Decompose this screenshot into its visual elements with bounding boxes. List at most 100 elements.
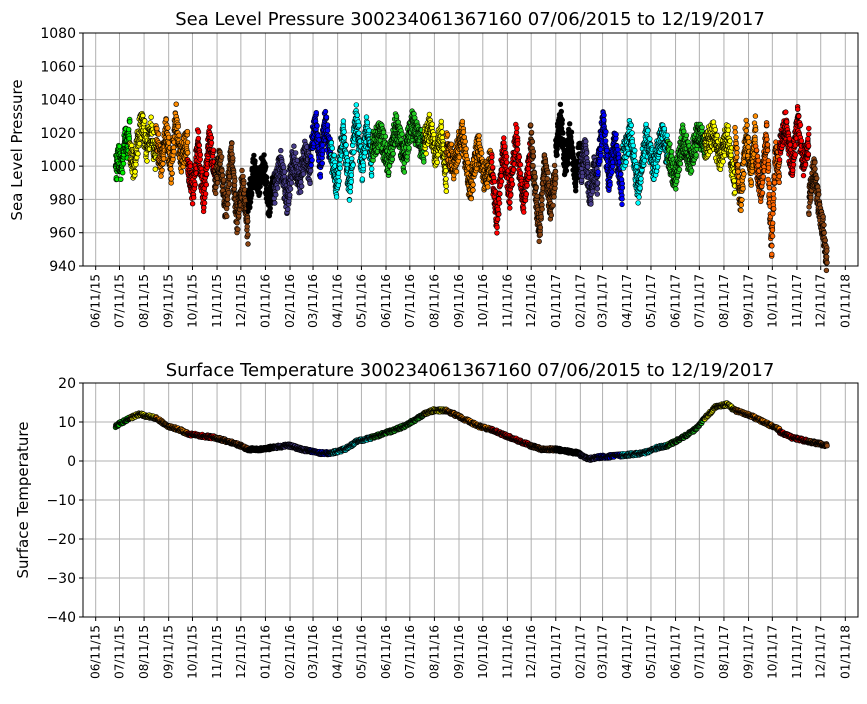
data-point [747, 140, 752, 145]
data-point [539, 214, 544, 219]
data-point [596, 170, 601, 175]
data-point [225, 197, 230, 202]
data-point [595, 186, 600, 191]
data-point [137, 141, 142, 146]
data-point [127, 136, 132, 141]
data-point [245, 219, 250, 224]
data-point [136, 151, 141, 156]
data-point [440, 130, 445, 135]
data-point [444, 189, 449, 194]
data-point [338, 166, 343, 171]
data-point [471, 182, 476, 187]
data-point [669, 149, 674, 154]
data-point [564, 168, 569, 173]
data-point [497, 201, 502, 206]
data-point [323, 109, 328, 114]
data-point [530, 139, 535, 144]
data-point [185, 140, 190, 145]
data-point [288, 187, 293, 192]
segment-2 [154, 102, 191, 186]
data-point [726, 128, 731, 133]
data-point [278, 148, 283, 153]
data-point [463, 139, 468, 144]
data-point [684, 133, 689, 138]
data-point [161, 161, 166, 166]
pressure-panel: Sea Level Pressure 300234061367160 07/06… [8, 9, 858, 328]
data-point [735, 150, 740, 155]
data-point [196, 136, 201, 141]
data-point [739, 208, 744, 213]
data-point [357, 131, 362, 136]
data-point [485, 185, 490, 190]
data-point [610, 170, 615, 175]
segment-6 [272, 139, 313, 216]
data-point [595, 192, 600, 197]
data-point [489, 160, 494, 165]
data-point [551, 203, 556, 208]
data-point [363, 150, 368, 155]
data-point [461, 130, 466, 135]
data-point [602, 118, 607, 123]
data-point [524, 192, 529, 197]
data-point [224, 214, 229, 219]
data-point [177, 133, 182, 138]
data-point [598, 159, 603, 164]
data-point [504, 160, 509, 165]
data-point [632, 154, 637, 159]
data-point [477, 133, 482, 138]
data-point [336, 171, 341, 176]
data-point [739, 203, 744, 208]
data-point [499, 179, 504, 184]
data-point [501, 136, 506, 141]
data-point [464, 146, 469, 151]
data-point [156, 132, 161, 137]
segment-9 [369, 109, 426, 178]
data-point [711, 120, 716, 125]
data-point [495, 231, 500, 236]
data-point [589, 202, 594, 207]
data-point [349, 180, 354, 185]
data-point [164, 117, 169, 122]
data-point [334, 195, 339, 200]
data-point [673, 187, 678, 192]
data-point [700, 125, 705, 130]
data-point [540, 198, 545, 203]
data-point [728, 139, 733, 144]
data-point [546, 170, 551, 175]
data-point [273, 192, 278, 197]
data-point [605, 148, 610, 153]
data-point [567, 121, 572, 126]
data-point [203, 192, 208, 197]
data-point [733, 125, 738, 130]
data-point [301, 172, 306, 177]
data-point [734, 135, 739, 140]
data-point [337, 179, 342, 184]
data-point [559, 109, 564, 114]
data-point [176, 124, 181, 129]
data-point [521, 210, 526, 215]
data-point [735, 146, 740, 151]
data-point [235, 220, 240, 225]
data-point [566, 161, 571, 166]
data-point [439, 125, 444, 130]
data-point [402, 170, 407, 175]
data-point [646, 128, 651, 133]
data-point [213, 191, 218, 196]
data-point [387, 163, 392, 168]
data-point [515, 142, 520, 147]
data-point [495, 217, 500, 222]
data-point [172, 149, 177, 154]
data-point [209, 135, 214, 140]
data-point [391, 151, 396, 156]
data-point [348, 189, 353, 194]
data-point [718, 167, 723, 172]
data-point [220, 173, 225, 178]
data-point [155, 126, 160, 131]
data-point [511, 168, 516, 173]
data-point [390, 157, 395, 162]
data-point [292, 144, 297, 149]
data-point [201, 205, 206, 210]
data-point [595, 181, 600, 186]
